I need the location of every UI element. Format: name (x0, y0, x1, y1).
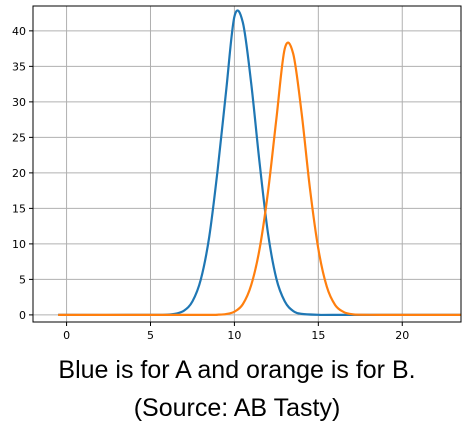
x-tick-label: 10 (227, 329, 241, 342)
caption-line-2: (Source: AB Tasty) (133, 394, 341, 422)
ticks: 0 5 10 15 20 0 5 10 15 20 25 30 35 40 (12, 25, 409, 342)
x-tick-label: 20 (395, 329, 409, 342)
y-tick-label: 10 (12, 238, 26, 251)
plot-frame (32, 5, 462, 323)
x-tick-label: 0 (63, 329, 70, 342)
y-tick-label: 5 (19, 273, 26, 286)
line-chart: 0 5 10 15 20 0 5 10 15 20 25 30 35 40 (12, 5, 462, 342)
x-tick-label: 5 (147, 329, 154, 342)
y-tick-label: 25 (12, 131, 26, 144)
y-tick-label: 20 (12, 167, 26, 180)
series-b-line (58, 41, 462, 317)
y-tick-label: 0 (19, 309, 26, 322)
y-tick-label: 30 (12, 96, 26, 109)
caption-line-1: Blue is for A and orange is for B. (58, 356, 416, 384)
y-tick-label: 15 (12, 202, 26, 215)
y-tick-label: 40 (12, 25, 26, 38)
x-tick-label: 15 (311, 329, 325, 342)
series-a-line (58, 9, 462, 317)
y-tick-label: 35 (12, 60, 26, 73)
series-group (58, 9, 462, 317)
